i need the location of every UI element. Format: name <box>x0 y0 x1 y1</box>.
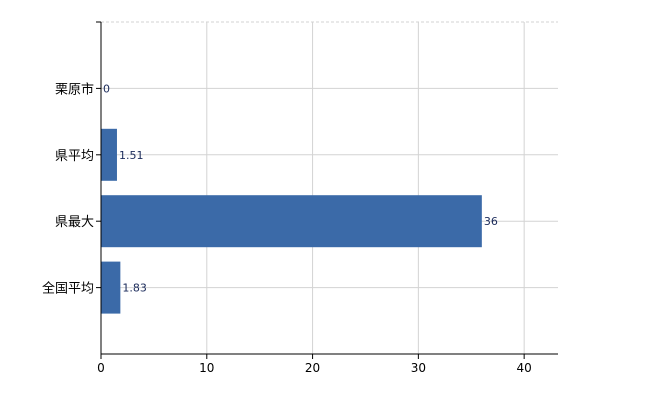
x-tick-label: 30 <box>411 361 426 375</box>
y-tick-label: 栗原市 <box>55 81 94 97</box>
bar <box>101 195 482 248</box>
y-tick-label: 全国平均 <box>42 281 94 297</box>
x-tick-label: 10 <box>199 361 214 375</box>
x-tick-label: 40 <box>517 361 532 375</box>
data-label: 1.51 <box>119 149 144 162</box>
bar <box>101 261 121 314</box>
data-label: 1.83 <box>122 282 147 295</box>
data-label: 0 <box>103 82 110 95</box>
bar <box>101 128 117 181</box>
x-tick-label: 0 <box>97 361 105 375</box>
x-tick-label: 20 <box>305 361 320 375</box>
y-tick-label: 県平均 <box>55 149 94 164</box>
data-label: 36 <box>484 215 498 228</box>
y-tick-label: 県最大 <box>55 215 94 230</box>
